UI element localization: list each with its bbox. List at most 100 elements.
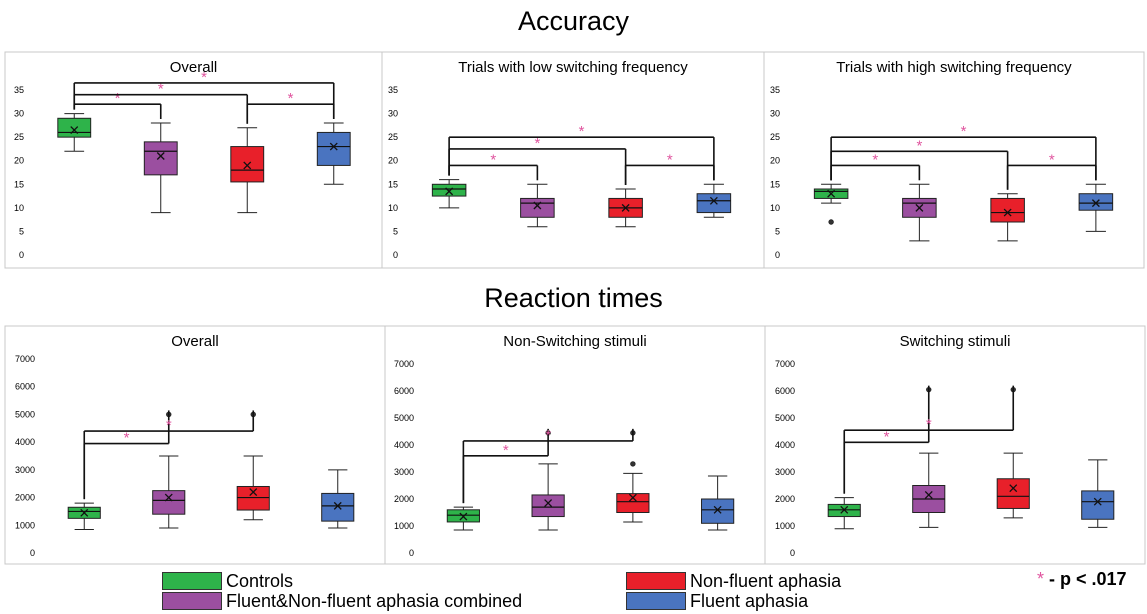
panel-0-mean-marker-0 xyxy=(70,126,79,135)
legend-swatch-controls xyxy=(162,572,222,590)
panel-2-mean-marker-3 xyxy=(1091,199,1100,208)
panel-3-ytick-label: 1000 xyxy=(15,520,35,530)
panel-2-mean-marker-2 xyxy=(1003,208,1012,217)
panel-3-ytick-label: 3000 xyxy=(15,465,35,475)
significance-note: * - p < .017 xyxy=(1037,569,1127,590)
panel-5-ytick-label: 5000 xyxy=(775,413,795,423)
panel-0-box-2 xyxy=(230,146,265,183)
panel-3-mean-marker-0 xyxy=(80,508,89,517)
panel-5-title: Switching stimuli xyxy=(900,333,1011,350)
panel-4-frame xyxy=(384,325,766,565)
panel-4-ytick-label: 3000 xyxy=(394,467,414,477)
panel-1-mean-marker-3 xyxy=(709,196,718,205)
panel-3-mean-marker-3 xyxy=(333,501,342,510)
panel-5-ytick-label: 2000 xyxy=(775,494,795,504)
panel-2-ytick-label: 10 xyxy=(770,203,780,213)
panel-2-box-3 xyxy=(1078,193,1114,211)
panel-3-box-3 xyxy=(321,492,355,522)
panel-5-box-2 xyxy=(996,478,1030,509)
panel-1-title: Trials with low switching frequency xyxy=(458,59,688,76)
panel-3-ytick-label: 0 xyxy=(30,548,35,558)
panel-2-box-2 xyxy=(990,197,1025,223)
panel-4-ytick-label: 1000 xyxy=(394,521,414,531)
legend-item-controls: Controls xyxy=(162,571,293,591)
legend-label-combined: Fluent&Non-fluent aphasia combined xyxy=(226,590,523,611)
panel-2-bracket-0-star: * xyxy=(872,151,878,168)
panel-5-ytick-label: 4000 xyxy=(775,440,795,450)
legend-item-fluent: Fluent aphasia xyxy=(626,591,808,611)
panel-0-bracket-0-star: * xyxy=(115,90,121,107)
panel-5-box-3 xyxy=(1081,490,1115,520)
panel-3-mean-marker-1 xyxy=(164,493,173,502)
panel-3-title: Overall xyxy=(171,333,219,350)
panel-3-ytick-label: 6000 xyxy=(15,382,35,392)
significance-text: - p < .017 xyxy=(1044,569,1127,589)
panel-2-ytick-label: 30 xyxy=(770,109,780,119)
legend-item-nonfluent: Non-fluent aphasia xyxy=(626,571,841,591)
panel-0-box-1 xyxy=(143,141,178,176)
panel-1-box-1 xyxy=(520,197,555,218)
panel-5-ytick-label: 1000 xyxy=(775,521,795,531)
panel-0-bracket-3-star: * xyxy=(288,90,294,107)
panel-2-bracket-2-star: * xyxy=(961,123,967,140)
panel-0-bracket-1-star: * xyxy=(158,81,164,98)
panel-4-bracket-1-star: * xyxy=(545,427,551,444)
panel-3-box-1 xyxy=(152,490,186,515)
panel-5-bracket-0-star: * xyxy=(884,428,890,445)
panel-0-ytick-label: 15 xyxy=(14,179,24,189)
panel-4-ytick-label: 2000 xyxy=(394,494,414,504)
panel-1-mean-marker-2 xyxy=(621,203,630,212)
charts-area: Overall 0 5 10 15 20 25 30 35 * * * * Trials with low… xyxy=(4,51,1146,565)
panel-1-mean-marker-0 xyxy=(445,187,454,196)
panel-2-bracket-3-star: * xyxy=(1049,151,1055,168)
panel-5-mean-marker-0 xyxy=(840,505,849,514)
legend-label-fluent: Fluent aphasia xyxy=(690,590,809,611)
significance-star: * xyxy=(1037,569,1045,589)
panel-2-ytick-label: 35 xyxy=(770,85,780,95)
panel-4-ytick-label: 6000 xyxy=(394,386,414,396)
panel-1-frame xyxy=(381,51,765,269)
panel-1-bracket-3-star: * xyxy=(667,151,673,168)
panel-2-ytick-label: 15 xyxy=(770,179,780,189)
panel-2-title: Trials with high switching frequency xyxy=(836,59,1072,76)
panel-5-ytick-label: 3000 xyxy=(775,467,795,477)
panel-2-frame xyxy=(763,51,1145,269)
accuracy-section-title: Accuracy xyxy=(517,6,630,36)
legend-item-combined: Fluent&Non-fluent aphasia combined xyxy=(162,591,522,611)
panel-4-outlier-2 xyxy=(630,461,636,467)
panel-0-ytick-label: 30 xyxy=(14,109,24,119)
panel-1-ytick-label: 35 xyxy=(388,85,398,95)
panel-1-ytick-label: 10 xyxy=(388,203,398,213)
panel-5-mean-marker-3 xyxy=(1093,497,1102,506)
panel-3-bracket-0-star: * xyxy=(124,430,130,447)
panel-1-bracket-2-star: * xyxy=(579,123,585,140)
legend-swatch-nonfluent xyxy=(626,572,686,590)
panel-2-ytick-label: 20 xyxy=(770,156,780,166)
panel-5-bracket-1-star: * xyxy=(926,416,932,433)
panel-0-ytick-label: 0 xyxy=(19,250,24,260)
panel-4-title: Non-Switching stimuli xyxy=(503,333,646,350)
panel-1-bracket-1-star: * xyxy=(534,135,540,152)
panel-3-ytick-label: 2000 xyxy=(15,493,35,503)
panel-4-box-3 xyxy=(701,498,735,524)
panel-0-title: Overall xyxy=(170,59,218,76)
panel-0-ytick-label: 25 xyxy=(14,132,24,142)
panel-0-ytick-label: 35 xyxy=(14,85,24,95)
panel-4-box-2 xyxy=(616,493,650,514)
legend-label-nonfluent: Non-fluent aphasia xyxy=(690,570,842,591)
legend-label-controls: Controls xyxy=(226,570,294,591)
panel-2-mean-marker-0 xyxy=(827,189,836,198)
panel-4-mean-marker-3 xyxy=(713,505,722,514)
panel-3-box-2 xyxy=(236,485,270,511)
legend-swatch-fluent xyxy=(626,592,686,610)
panel-4-ytick-label: 4000 xyxy=(394,440,414,450)
panel-1-ytick-label: 25 xyxy=(388,132,398,142)
panel-4-mean-marker-2 xyxy=(628,493,637,502)
panel-5-mean-marker-2 xyxy=(1009,484,1018,493)
panel-0-box-3 xyxy=(316,131,351,166)
panel-2-ytick-label: 0 xyxy=(775,250,780,260)
panel-0-bracket-2-star: * xyxy=(201,69,207,86)
panel-5-frame xyxy=(764,325,1146,565)
panel-2-bracket-1-star: * xyxy=(916,137,922,154)
panel-1-ytick-label: 5 xyxy=(393,226,398,236)
